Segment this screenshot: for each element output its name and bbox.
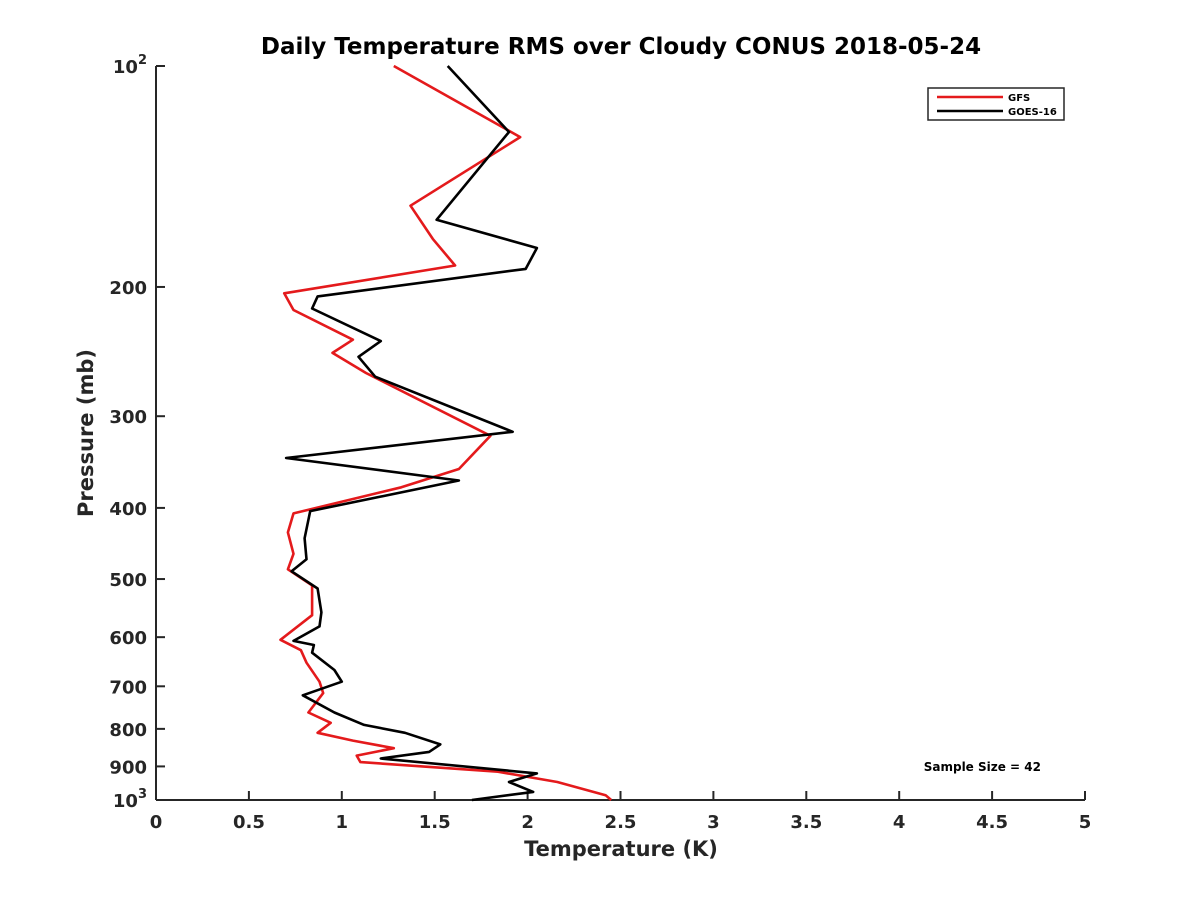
series-lines xyxy=(279,64,613,802)
y-tick-label: 900 xyxy=(109,757,147,778)
y-tick-label-exponent: 3 xyxy=(138,787,147,802)
y-axis-label: Pressure (mb) xyxy=(74,349,98,517)
legend-box xyxy=(927,87,1065,121)
y-tick-label: 400 xyxy=(109,499,147,520)
legend-label-goes-16: GOES-16 xyxy=(1008,107,1057,118)
y-tick-label: 500 xyxy=(109,570,147,591)
x-tick-label: 0.5 xyxy=(233,812,265,833)
series-line-goes-16 xyxy=(284,65,539,802)
legend-label-gfs: GFS xyxy=(1008,93,1030,104)
chart-title: Daily Temperature RMS over Cloudy CONUS … xyxy=(261,34,981,60)
legend: GFS GOES-16 xyxy=(927,87,1065,121)
y-tick-label: 300 xyxy=(109,407,147,428)
x-tick-label: 5 xyxy=(1079,812,1092,833)
x-axis-label: Temperature (K) xyxy=(524,837,718,861)
x-axis-ticks: 0 0.5 1 1.5 2 2.5 3 3.5 4 4.5 5 xyxy=(150,791,1092,833)
x-tick-label: 1.5 xyxy=(419,812,451,833)
x-tick-label: 2 xyxy=(521,812,534,833)
y-tick-label-exponent: 2 xyxy=(138,53,147,68)
x-tick-label: 3.5 xyxy=(790,812,822,833)
x-tick-label: 0 xyxy=(150,812,163,833)
sample-size-annotation: Sample Size = 42 xyxy=(924,760,1041,774)
x-tick-label: 3 xyxy=(707,812,720,833)
x-tick-label: 1 xyxy=(336,812,349,833)
y-tick-label: 800 xyxy=(109,720,147,741)
x-tick-label: 4 xyxy=(893,812,906,833)
plot-area: 0 0.5 1 1.5 2 2.5 3 3.5 4 4.5 5 102200300400500600… xyxy=(109,53,1091,833)
y-tick-label-base: 10 xyxy=(113,57,138,78)
y-tick-label: 600 xyxy=(109,628,147,649)
y-tick-label: 700 xyxy=(109,677,147,698)
x-tick-label: 4.5 xyxy=(976,812,1008,833)
y-tick-label-base: 10 xyxy=(113,791,138,812)
y-tick-label: 103 xyxy=(113,787,147,812)
y-tick-label: 102 xyxy=(113,53,147,78)
y-tick-label: 200 xyxy=(109,278,147,299)
x-tick-label: 2.5 xyxy=(605,812,637,833)
